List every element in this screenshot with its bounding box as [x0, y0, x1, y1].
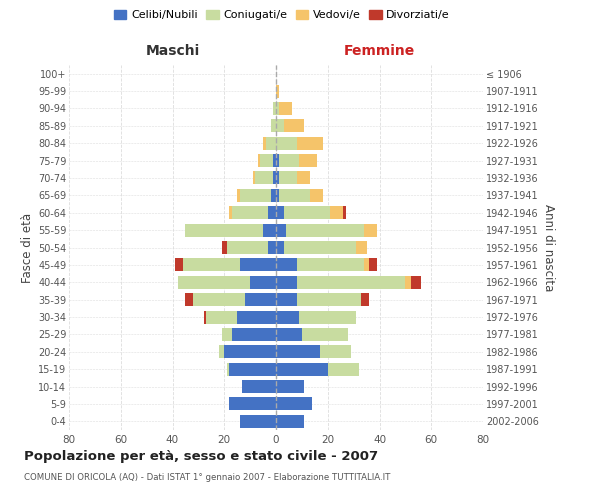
Bar — [221, 328, 232, 341]
Bar — [242, 380, 276, 393]
Bar — [276, 258, 296, 272]
Bar — [296, 276, 406, 289]
Bar — [258, 154, 260, 167]
Bar — [299, 154, 317, 167]
Bar — [296, 136, 323, 149]
Bar — [253, 172, 256, 184]
Bar — [286, 224, 364, 236]
Bar — [268, 241, 276, 254]
Bar — [237, 310, 276, 324]
Bar — [284, 206, 331, 220]
Bar — [237, 189, 240, 202]
Bar — [240, 189, 271, 202]
Bar — [276, 380, 304, 393]
Bar — [274, 172, 276, 184]
Bar — [263, 136, 266, 149]
Bar — [274, 102, 276, 115]
Bar — [185, 224, 263, 236]
Bar — [343, 206, 346, 220]
Bar — [284, 120, 304, 132]
Bar — [296, 172, 310, 184]
Bar — [276, 328, 302, 341]
Bar — [266, 136, 276, 149]
Bar — [364, 224, 377, 236]
Bar — [276, 120, 284, 132]
Bar — [328, 362, 359, 376]
Bar — [276, 224, 286, 236]
Bar — [229, 362, 276, 376]
Text: Femmine: Femmine — [344, 44, 415, 58]
Bar — [185, 293, 193, 306]
Bar — [296, 293, 361, 306]
Bar — [276, 102, 278, 115]
Bar — [276, 136, 296, 149]
Bar — [206, 310, 237, 324]
Bar — [219, 346, 224, 358]
Bar — [276, 293, 296, 306]
Bar — [260, 154, 274, 167]
Bar — [271, 189, 276, 202]
Bar — [320, 346, 351, 358]
Bar — [284, 241, 356, 254]
Bar — [299, 310, 356, 324]
Bar — [276, 310, 299, 324]
Bar — [310, 189, 323, 202]
Bar — [229, 206, 232, 220]
Bar — [302, 328, 349, 341]
Bar — [240, 415, 276, 428]
Bar — [232, 328, 276, 341]
Bar — [276, 276, 296, 289]
Bar — [229, 398, 276, 410]
Bar — [232, 206, 268, 220]
Bar — [278, 154, 299, 167]
Bar — [276, 154, 278, 167]
Y-axis label: Fasce di età: Fasce di età — [20, 212, 34, 282]
Bar — [278, 172, 296, 184]
Legend: Celibi/Nubili, Coniugati/e, Vedovi/e, Divorziati/e: Celibi/Nubili, Coniugati/e, Vedovi/e, Di… — [110, 6, 454, 25]
Bar — [250, 276, 276, 289]
Bar — [278, 189, 310, 202]
Bar — [369, 258, 377, 272]
Bar — [268, 206, 276, 220]
Bar — [175, 258, 183, 272]
Bar — [203, 310, 206, 324]
Bar — [276, 241, 284, 254]
Bar — [364, 258, 369, 272]
Y-axis label: Anni di nascita: Anni di nascita — [542, 204, 556, 291]
Bar — [276, 415, 304, 428]
Bar — [263, 224, 276, 236]
Bar — [183, 258, 240, 272]
Bar — [240, 258, 276, 272]
Bar — [276, 398, 312, 410]
Bar — [410, 276, 421, 289]
Bar — [278, 102, 292, 115]
Bar — [276, 84, 278, 98]
Bar — [356, 241, 367, 254]
Bar — [221, 241, 227, 254]
Bar — [193, 293, 245, 306]
Bar — [227, 241, 268, 254]
Bar — [276, 172, 278, 184]
Bar — [271, 120, 276, 132]
Bar — [361, 293, 369, 306]
Bar — [276, 346, 320, 358]
Bar — [276, 362, 328, 376]
Text: Maschi: Maschi — [145, 44, 200, 58]
Bar — [178, 276, 250, 289]
Text: Popolazione per età, sesso e stato civile - 2007: Popolazione per età, sesso e stato civil… — [24, 450, 378, 463]
Bar — [245, 293, 276, 306]
Text: COMUNE DI ORICOLA (AQ) - Dati ISTAT 1° gennaio 2007 - Elaborazione TUTTITALIA.IT: COMUNE DI ORICOLA (AQ) - Dati ISTAT 1° g… — [24, 472, 391, 482]
Bar — [274, 154, 276, 167]
Bar — [331, 206, 343, 220]
Bar — [276, 206, 284, 220]
Bar — [296, 258, 364, 272]
Bar — [256, 172, 274, 184]
Bar — [224, 346, 276, 358]
Bar — [276, 189, 278, 202]
Bar — [227, 362, 229, 376]
Bar — [406, 276, 410, 289]
